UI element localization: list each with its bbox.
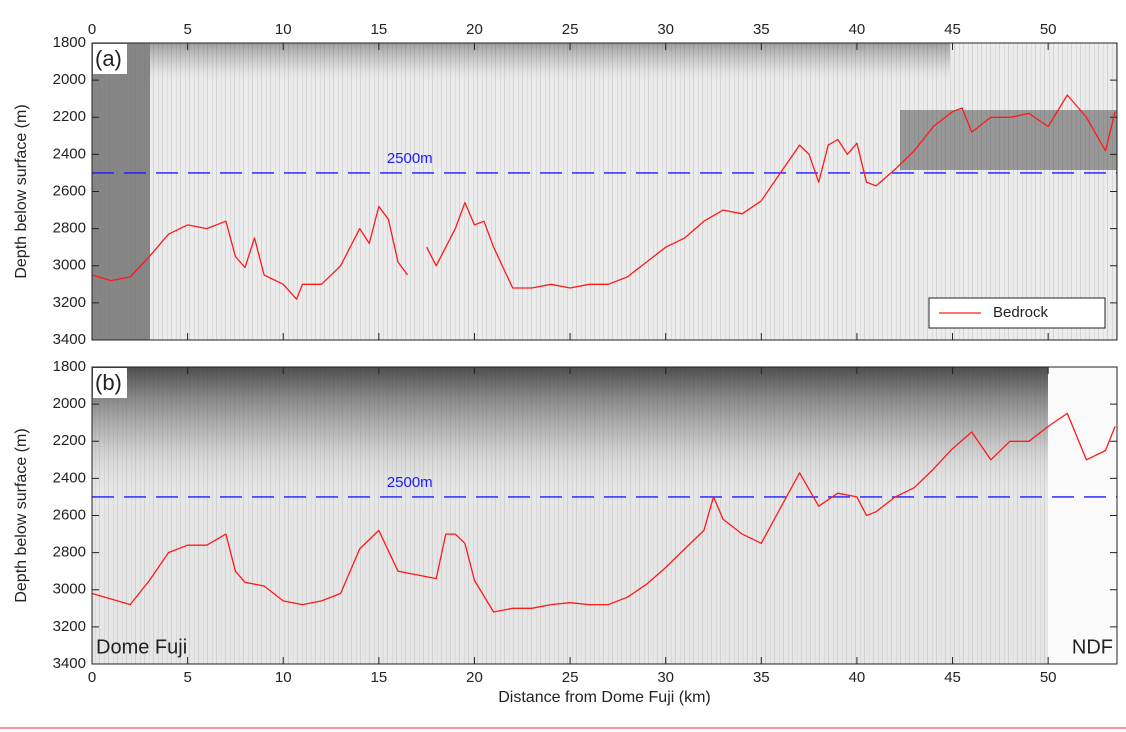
y-tick-label: 3200 [53,294,86,311]
panel-label: (b) [95,370,122,395]
x-tick-label: 35 [753,21,770,38]
y-tick-label: 2200 [53,432,86,449]
x-tick-label: 40 [849,21,866,38]
y-tick-label: 2600 [53,506,86,523]
y-tick-label: 1800 [53,34,86,51]
y-tick-label: 3200 [53,618,86,635]
x-tick-label: 10 [275,21,292,38]
x-tick-label: 50 [1040,669,1057,686]
y-tick-label: 2800 [53,220,86,237]
y-tick-label: 2400 [53,469,86,486]
x-tick-label: 25 [562,21,579,38]
y-tick-label: 2000 [53,395,86,412]
y-tick-label: 1800 [53,358,86,375]
x-tick-label: 20 [466,669,483,686]
reference-label: 2500m [387,150,433,167]
legend-label: Bedrock [993,304,1049,321]
x-tick-label: 40 [849,669,866,686]
radargram-background [92,43,1117,664]
panel-label: (a) [95,46,122,71]
annotation: Dome Fuji [96,636,187,658]
x-tick-label: 45 [944,21,961,38]
x-tick-label: 30 [657,21,674,38]
x-tick-label: 25 [562,669,579,686]
y-tick-label: 3000 [53,257,86,274]
y-axis-label: Depth below surface (m) [13,104,30,278]
x-tick-label: 0 [88,21,96,38]
x-tick-label: 10 [275,669,292,686]
y-tick-label: 2600 [53,182,86,199]
panel-label-box [93,44,127,74]
x-tick-label: 20 [466,21,483,38]
y-tick-label: 2200 [53,108,86,125]
x-tick-label: 50 [1040,21,1057,38]
y-tick-label: 2400 [53,145,86,162]
y-tick-label: 3400 [53,331,86,348]
panel-label-box [93,368,127,398]
y-tick-label: 3400 [53,655,86,672]
y-tick-label: 3000 [53,581,86,598]
y-tick-label: 2800 [53,544,86,561]
x-axis-label: Distance from Dome Fuji (km) [498,689,710,706]
x-tick-label: 15 [371,21,388,38]
annotation: NDF [1072,636,1113,658]
bedrock-line [91,94,1116,300]
plot-frame [91,366,1118,665]
x-tick-label: 30 [657,669,674,686]
y-tick-label: 2000 [53,71,86,88]
x-tick-label: 15 [371,669,388,686]
x-tick-label: 5 [183,21,191,38]
y-axis-label: Depth below surface (m) [13,428,30,602]
reference-label: 2500m [387,474,433,491]
x-tick-label: 35 [753,669,770,686]
x-tick-label: 0 [88,669,96,686]
x-tick-label: 45 [944,669,961,686]
x-tick-label: 5 [183,669,191,686]
plot-frame [91,42,1118,341]
bedrock-line [91,412,1116,613]
